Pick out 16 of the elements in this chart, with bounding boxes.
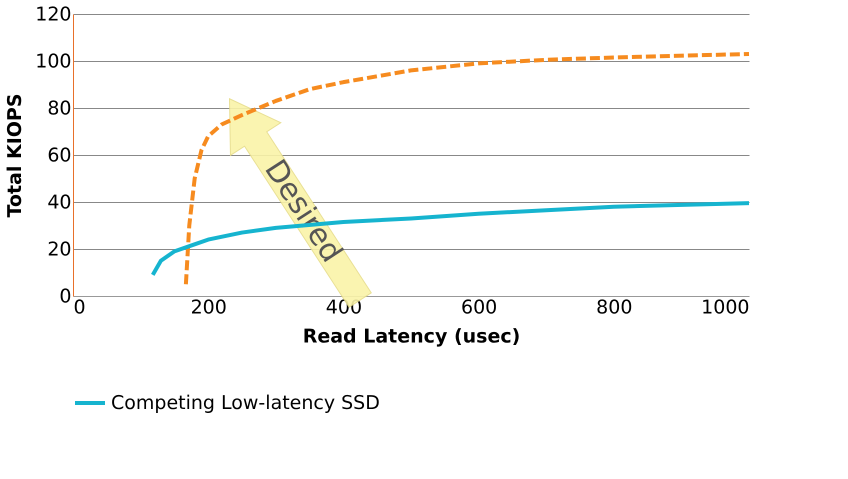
x-tick-label: 600	[460, 296, 498, 318]
x-axis-title: Read Latency (usec)	[302, 326, 520, 348]
y-tick-label: 100	[35, 50, 72, 72]
y-tick-label: 40	[47, 192, 72, 214]
y-tick-label: 120	[35, 4, 72, 26]
x-tick-label: 0	[74, 296, 86, 318]
line-series	[184, 52, 751, 286]
x-tick-label: 400	[326, 296, 362, 318]
x-tick-label: 1000	[701, 296, 750, 318]
y-tick-label: 20	[47, 238, 72, 260]
x-tick-label: 800	[596, 296, 632, 318]
y-tick-label: 60	[47, 144, 72, 166]
x-tick-label: 200	[190, 296, 227, 318]
legend-label: Competing Low-latency SSD	[111, 392, 380, 414]
y-axis-title: Total KIOPS	[4, 93, 26, 218]
y-tick-label: 80	[47, 98, 72, 120]
